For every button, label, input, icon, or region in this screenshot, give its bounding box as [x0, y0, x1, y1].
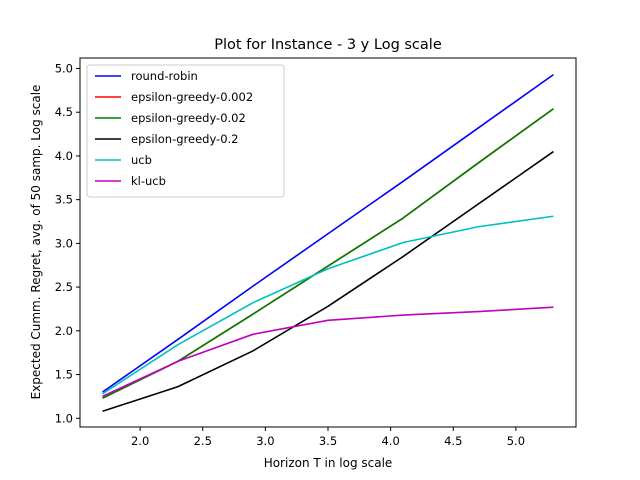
y-tick-label: 4.5 — [55, 105, 73, 119]
series-line-5 — [102, 306, 554, 398]
y-tick-label: 2.5 — [55, 280, 73, 294]
legend-box — [86, 64, 285, 198]
y-tick-label: 1.5 — [55, 368, 73, 382]
legend-label-2: epsilon-greedy-0.02 — [131, 111, 246, 125]
x-tick-label: 4.0 — [381, 434, 399, 448]
series-line-4 — [102, 215, 554, 395]
legend-label-0: round-robin — [131, 69, 198, 83]
y-tick-label: 1.0 — [55, 411, 73, 425]
x-tick-label: 4.5 — [444, 434, 462, 448]
y-tick-label: 3.0 — [55, 236, 73, 250]
y-axis-label: Expected Cumm. Regret, avg. of 50 samp. … — [29, 85, 43, 400]
x-tick-label: 2.5 — [194, 434, 212, 448]
plot-area: 2.0 2.5 3.0 3.5 4.0 4.5 5.0 1.0 1.5 2.0 2.5 3.0 3.5 4… — [55, 57, 577, 448]
x-tick-label: 2.0 — [131, 434, 149, 448]
y-tick-label: 3.5 — [55, 193, 73, 207]
chart-title: Plot for Instance - 3 y Log scale — [214, 37, 442, 53]
legend-label-3: epsilon-greedy-0.2 — [131, 132, 239, 146]
x-tick-label: 3.0 — [256, 434, 274, 448]
legend-label-5: kl-ucb — [131, 174, 166, 188]
series-line-0 — [102, 73, 554, 393]
legend: round-robin epsilon-greedy-0.002 epsilon-g… — [86, 64, 285, 198]
y-tick-label: 5.0 — [55, 61, 73, 75]
x-axis-label: Horizon T in log scale — [264, 456, 393, 470]
series-line-3 — [102, 150, 554, 413]
y-tick-label: 2.0 — [55, 324, 73, 338]
x-tick-label: 5.0 — [507, 434, 525, 448]
y-tick-label: 4.0 — [55, 149, 73, 163]
legend-label-1: epsilon-greedy-0.002 — [131, 90, 253, 104]
x-tick-label: 3.5 — [319, 434, 337, 448]
legend-label-4: ucb — [131, 153, 152, 167]
